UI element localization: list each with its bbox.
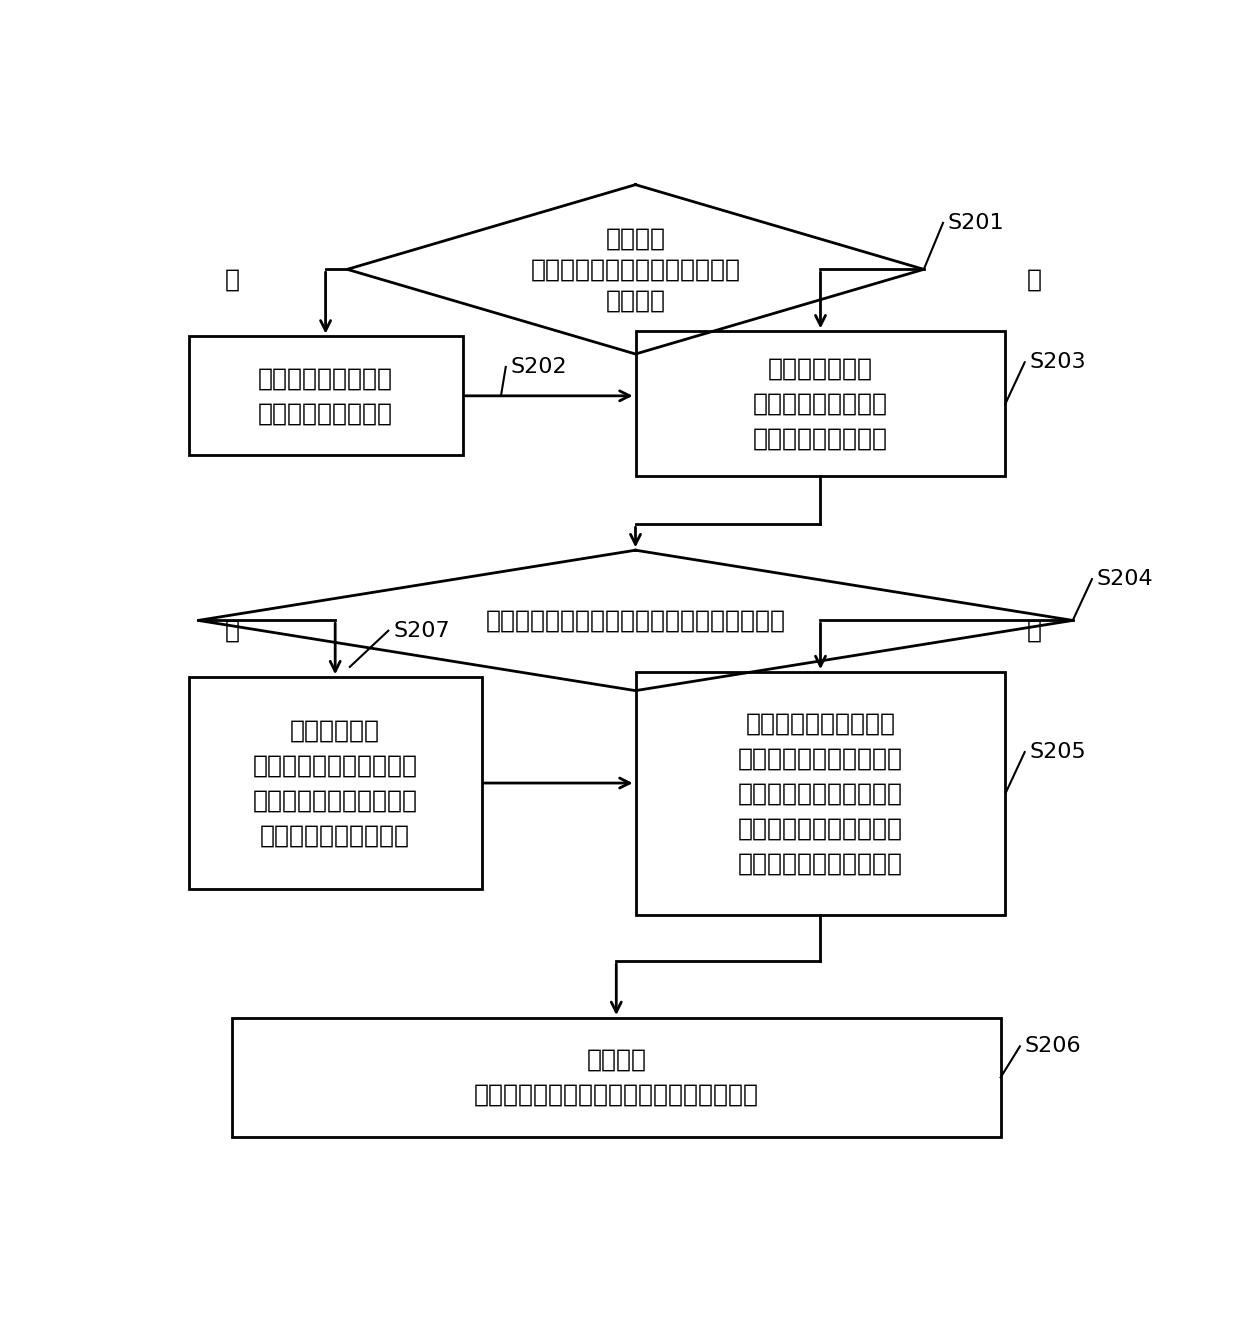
- Text: 度信号对应的速度传感器: 度信号对应的速度传感器: [253, 754, 418, 778]
- Text: 将采集到的最大速度信号: 将采集到的最大速度信号: [738, 852, 903, 876]
- Polygon shape: [198, 550, 1073, 691]
- Text: 并显示故障码: 并显示故障码: [290, 719, 381, 743]
- Text: 确定为目标信号，将采集: 确定为目标信号，将采集: [738, 817, 903, 841]
- Text: S201: S201: [947, 213, 1004, 233]
- Text: 在预设的周期内通过: 在预设的周期内通过: [753, 426, 888, 451]
- Text: 轮对的速度信号: 轮对的速度信号: [768, 357, 873, 381]
- Text: 否: 否: [1027, 268, 1042, 291]
- Text: S202: S202: [511, 357, 567, 377]
- Text: 到的各个轮对的速度信号: 到的各个轮对的速度信号: [738, 782, 903, 806]
- Text: S206: S206: [1024, 1037, 1081, 1057]
- Bar: [188, 337, 463, 455]
- Text: 否: 否: [1027, 618, 1042, 642]
- Text: S205: S205: [1029, 742, 1086, 762]
- Text: S207: S207: [393, 621, 450, 641]
- Polygon shape: [347, 185, 924, 354]
- Bar: [635, 331, 1006, 476]
- Text: 依次检测: 依次检测: [605, 288, 666, 312]
- Bar: [188, 677, 481, 889]
- Text: 发生故障: 发生故障: [605, 227, 666, 251]
- Text: 传感器并显示故障码: 传感器并显示故障码: [258, 366, 393, 390]
- Text: 是: 是: [224, 618, 239, 642]
- Text: 号，并标记超过阈值的速: 号，并标记超过阈值的速: [253, 789, 418, 813]
- Text: 与目标信号的比值，确定: 与目标信号的比值，确定: [738, 746, 903, 770]
- Text: 判断各个轮对的速度信号是否超过预设的阈值: 判断各个轮对的速度信号是否超过预设的阈值: [486, 609, 785, 633]
- Text: S204: S204: [1097, 569, 1153, 589]
- Text: 为各个轮对的修正系数: 为各个轮对的修正系数: [745, 711, 895, 735]
- Text: 速度传感器采集多个: 速度传感器采集多个: [753, 392, 888, 416]
- Text: 标记发生故障的速度: 标记发生故障的速度: [258, 401, 393, 425]
- Bar: [635, 672, 1006, 915]
- Bar: [232, 1018, 1001, 1137]
- Text: 各个轮对对应的速度传感器是否: 各个轮对对应的速度传感器是否: [531, 257, 740, 282]
- Text: 根据各个轮对的修正系数计算各个轮对的速: 根据各个轮对的修正系数计算各个轮对的速: [474, 1084, 759, 1106]
- Text: 度修正值: 度修正值: [587, 1047, 646, 1071]
- Text: S203: S203: [1029, 353, 1086, 373]
- Text: 是: 是: [224, 268, 239, 291]
- Text: 删除超过阈值的速度信: 删除超过阈值的速度信: [260, 823, 410, 848]
